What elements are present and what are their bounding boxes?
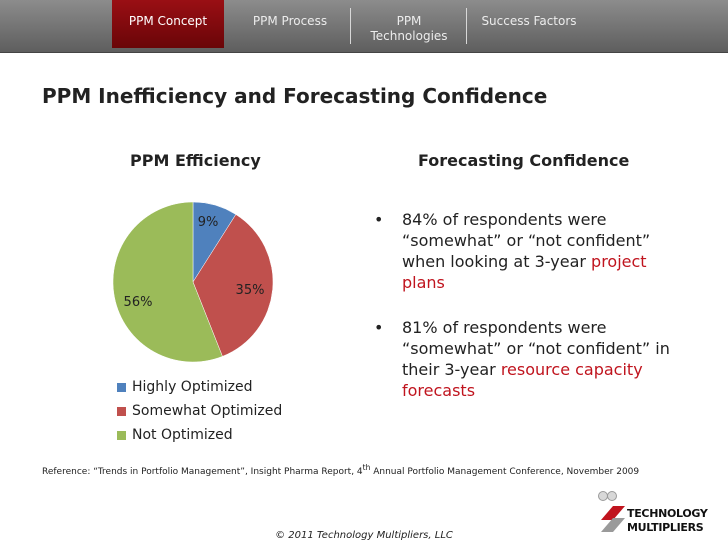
bullet-marker: • bbox=[374, 318, 384, 337]
bullet-text: 81% of respondents were “somewhat” or “n… bbox=[402, 318, 670, 379]
footer-copyright: © 2011 Technology Multipliers, LLC bbox=[275, 530, 453, 541]
legend-swatch bbox=[117, 382, 126, 392]
pie-slice-not-optimized bbox=[112, 201, 223, 363]
logo-text-line1: TECHNOLOGY bbox=[627, 507, 708, 520]
page-title: PPM Inefficiency and Forecasting Confide… bbox=[42, 84, 548, 108]
logo-mark-icon bbox=[598, 491, 625, 532]
pie-slice-highly-optimized bbox=[192, 201, 237, 283]
legend-item-somewhat-optimized: Somewhat Optimized bbox=[117, 399, 282, 423]
bullet-highlight: resource capacity forecasts bbox=[402, 360, 643, 400]
tab-label-line2: Technologies bbox=[370, 29, 448, 43]
company-logo: TECHNOLOGY MULTIPLIERS bbox=[597, 490, 722, 536]
tab-ppm-technologies[interactable]: PPM Technologies bbox=[354, 0, 464, 48]
bullet-item: • 81% of respondents were “somewhat” or … bbox=[368, 317, 688, 401]
legend-swatch bbox=[117, 406, 126, 416]
bullet-text: 84% of respondents were “somewhat” or “n… bbox=[402, 210, 651, 271]
reference-sup: th bbox=[362, 463, 371, 472]
legend-label: Somewhat Optimized bbox=[132, 403, 283, 419]
divider bbox=[466, 8, 467, 44]
legend-item-highly-optimized: Highly Optimized bbox=[117, 375, 282, 399]
nav-bar: PPM Concept PPM Process PPM Technologies… bbox=[0, 0, 728, 53]
tab-ppm-concept[interactable]: PPM Concept bbox=[112, 0, 224, 48]
tab-success-factors[interactable]: Success Factors bbox=[470, 0, 588, 48]
tab-label: PPM Concept bbox=[128, 14, 208, 28]
logo-text-line2: MULTIPLIERS bbox=[627, 521, 704, 534]
tab-label: Success Factors bbox=[481, 14, 577, 28]
bullet-marker: • bbox=[374, 210, 384, 229]
pie-data-label-highly-optimized: 9% bbox=[198, 215, 219, 230]
reference-prefix: Reference: “Trends in Portfolio Manageme… bbox=[42, 467, 363, 477]
tab-label: PPM bbox=[396, 14, 422, 28]
pie-data-label-not-optimized: 56% bbox=[124, 295, 153, 310]
forecasting-confidence-heading: Forecasting Confidence bbox=[418, 151, 630, 170]
ppm-efficiency-heading: PPM Efficiency bbox=[130, 151, 261, 170]
tab-ppm-process[interactable]: PPM Process bbox=[234, 0, 346, 48]
tab-label: PPM Process bbox=[252, 14, 328, 28]
pie-slice-somewhat-optimized bbox=[192, 214, 274, 357]
legend-item-not-optimized: Not Optimized bbox=[117, 423, 282, 447]
divider bbox=[350, 8, 351, 44]
legend-swatch bbox=[117, 430, 126, 440]
legend-label: Not Optimized bbox=[132, 427, 233, 443]
bullet-list: • 84% of respondents were “somewhat” or … bbox=[368, 209, 688, 425]
chart-legend: Highly Optimized Somewhat Optimized Not … bbox=[117, 375, 282, 447]
reference-suffix: Annual Portfolio Management Conference, … bbox=[370, 467, 640, 477]
pie-data-label-somewhat-optimized: 35% bbox=[236, 283, 265, 298]
bullet-item: • 84% of respondents were “somewhat” or … bbox=[368, 209, 688, 293]
bullet-highlight: project plans bbox=[402, 252, 647, 292]
reference-note: Reference: “Trends in Portfolio Manageme… bbox=[42, 463, 639, 477]
legend-label: Highly Optimized bbox=[132, 379, 253, 395]
